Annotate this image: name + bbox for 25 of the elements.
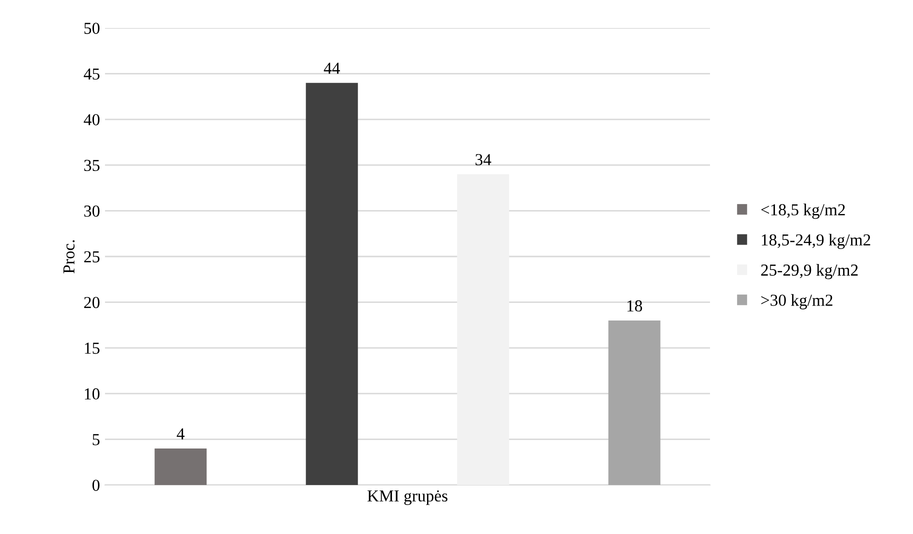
- data-label: 18: [628, 300, 642, 312]
- legend-label: >30 kg/m2: [761, 294, 832, 310]
- y-tick-label: 5: [92, 434, 100, 446]
- bar: [608, 320, 660, 485]
- y-tick-label: 10: [84, 388, 100, 400]
- data-label: 44: [324, 62, 340, 74]
- y-tick-label: 35: [84, 160, 100, 172]
- y-tick-label: 45: [84, 68, 100, 80]
- bar: [306, 82, 358, 485]
- x-tick-label: KMI grupės: [367, 490, 448, 505]
- data-label: 34: [476, 154, 492, 166]
- bar: [154, 448, 207, 485]
- legend-label: <18,5 kg/m2: [761, 204, 845, 219]
- data-label: 4: [176, 428, 185, 440]
- y-tick-label: 50: [84, 22, 100, 34]
- legend-label: 18,5-24,9 kg/m2: [762, 234, 870, 249]
- y-tick-label: 0: [92, 480, 100, 491]
- y-tick-label: 20: [84, 296, 100, 308]
- bar: [457, 174, 510, 485]
- y-tick-label: 40: [84, 114, 100, 126]
- legend-label: 25-29,9 kg/m2: [761, 264, 858, 280]
- y-tick-label: 30: [84, 206, 100, 217]
- y-tick-label: 15: [84, 342, 100, 354]
- y-tick-label: 25: [84, 251, 100, 262]
- y-axis-title: Proc.: [63, 240, 75, 274]
